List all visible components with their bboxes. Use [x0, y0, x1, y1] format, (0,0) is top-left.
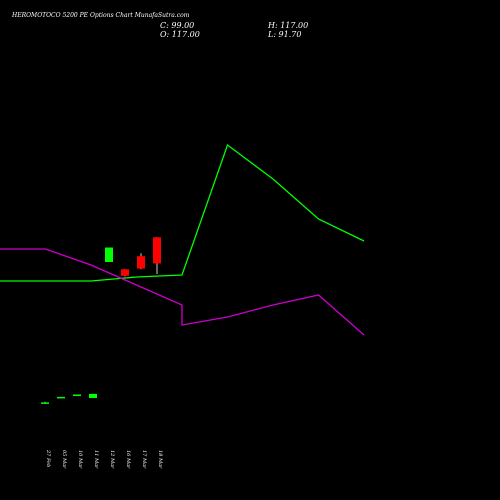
- candle-body: [57, 396, 65, 399]
- high-value: H: 117.00: [267, 21, 308, 30]
- x-tick-label: 27 Feb: [45, 449, 51, 467]
- candle-body: [121, 269, 129, 276]
- x-tick-label: 18 Mar: [157, 450, 163, 469]
- candle-body: [41, 402, 49, 404]
- candle-body: [137, 256, 145, 269]
- x-tick-label: 05 Mar: [61, 450, 67, 469]
- chart-title: HEROMOTOCO 5200 PE Options Chart MunafaS…: [11, 12, 190, 19]
- candle-body: [73, 394, 81, 396]
- candle-body: [89, 393, 97, 398]
- x-tick-label: 10 Mar: [77, 450, 83, 469]
- indicator-lines: [0, 143, 365, 336]
- low-value: L: 91.70: [267, 30, 301, 39]
- x-tick-label: 12 Mar: [109, 450, 115, 469]
- candle-body: [105, 247, 113, 262]
- x-axis-ticks: 27 Feb 05 Mar 10 Mar 11 Mar 12 Mar 16 Mar 17 M…: [45, 449, 163, 469]
- close-value: C: 99.00: [160, 21, 194, 30]
- x-tick-label: 16 Mar: [125, 450, 131, 469]
- green-indicator-line: [0, 143, 365, 282]
- x-tick-label: 11 Mar: [93, 450, 99, 469]
- open-value: O: 117.00: [160, 30, 200, 39]
- x-tick-label: 17 Mar: [141, 450, 147, 469]
- candle-body: [153, 237, 161, 264]
- candles: [41, 237, 161, 404]
- magenta-indicator-line: [0, 248, 365, 336]
